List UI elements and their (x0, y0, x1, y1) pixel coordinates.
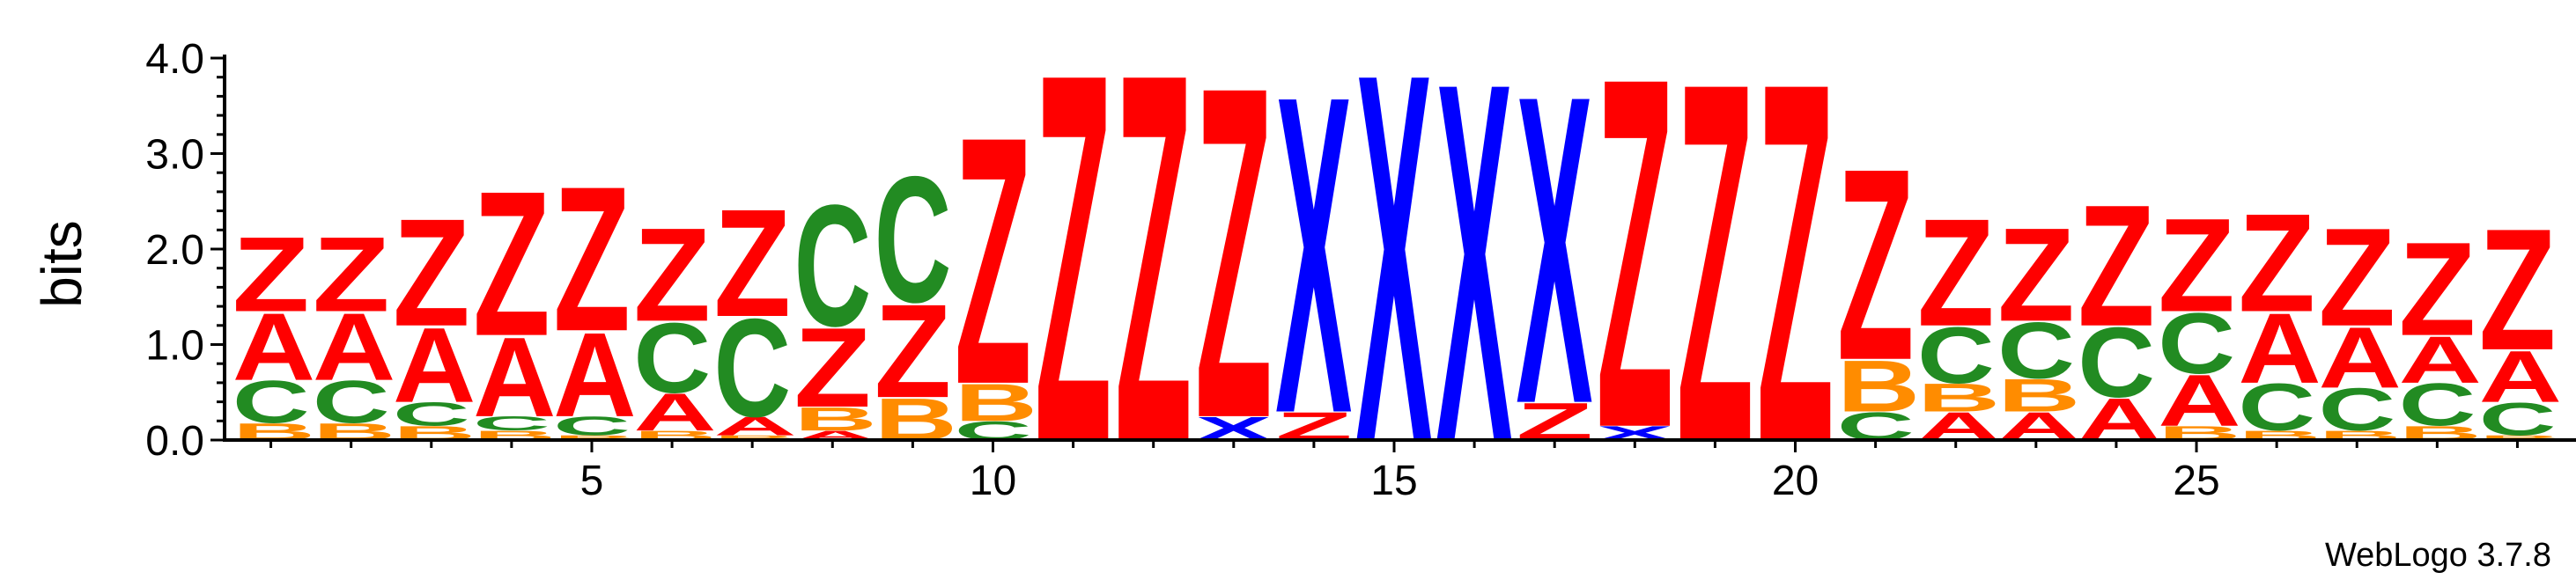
logo-letter-z-pos-22: Z (1917, 187, 1995, 358)
logo-letter-z-pos-20: Z (1757, 0, 1834, 550)
logo-letter-a-pos-25: A (2158, 360, 2240, 442)
y-tick-label: 2.0 (145, 227, 204, 274)
logo-letter-z-pos-21: Z (1837, 113, 1915, 418)
logo-letter-a-pos-6: A (633, 382, 716, 442)
logo-letter-z-pos-18: Z (1597, 0, 1674, 532)
logo-letter-z-pos-4: Z (473, 149, 550, 379)
logo-letter-b-pos-29: B (2479, 434, 2562, 442)
logo-letter-z-pos-2: Z (313, 216, 390, 334)
logo-letter-a-pos-7: A (713, 411, 796, 441)
logo-letter-c-pos-24: C (2078, 307, 2155, 419)
logo-letter-b-pos-9: B (875, 386, 957, 453)
logo-letter-a-pos-28: A (2399, 322, 2482, 397)
logo-letter-a-pos-27: A (2319, 309, 2402, 407)
logo-letter-a-pos-5: A (553, 308, 636, 442)
y-tick-label: 3.0 (145, 132, 204, 179)
y-tick-label: 4.0 (145, 36, 204, 83)
x-tick-label: 15 (1370, 458, 1417, 504)
logo-letter-a-pos-26: A (2238, 292, 2321, 404)
logo-letter-x-pos-15: X (1355, 0, 1433, 552)
y-tick-label: 0.0 (145, 418, 204, 465)
logo-letter-x-pos-16: X (1436, 0, 1513, 549)
logo-letter-a-pos-24: A (2078, 386, 2160, 453)
logo-letter-c-pos-29: C (2479, 393, 2557, 444)
logo-letter-z-pos-26: Z (2238, 186, 2315, 342)
x-tick-label: 5 (580, 458, 604, 504)
logo-letter-x-pos-14: X (1275, 1, 1353, 508)
logo-letter-z-pos-24: Z (2078, 168, 2155, 363)
logo-letter-z-pos-3: Z (393, 187, 470, 358)
logo-letter-z-pos-1: Z (233, 216, 310, 334)
logo-letter-z-pos-9: Z (875, 277, 952, 427)
logo-letter-c-pos-7: C (713, 290, 791, 446)
logo-letter-b-pos-5: B (553, 434, 636, 442)
logo-letter-z-pos-5: Z (553, 144, 631, 375)
x-tick-label: 25 (2173, 458, 2219, 504)
logo-letter-c-pos-4: C (473, 413, 550, 435)
logo-letter-c-pos-9: C (875, 139, 952, 341)
logo-letter-c-pos-26: C (2238, 371, 2315, 445)
logo-letter-z-pos-8: Z (794, 305, 872, 431)
logo-letter-b-pos-7: B (713, 434, 796, 442)
logo-letter-c-pos-1: C (233, 369, 310, 436)
logo-letter-a-pos-4: A (473, 315, 556, 441)
logo-letter-z-pos-19: Z (1677, 0, 1754, 550)
logo-letter-z-pos-27: Z (2319, 200, 2396, 356)
logo-letter-z-pos-11: Z (1035, 0, 1112, 553)
logo-letter-b-pos-8: B (794, 400, 877, 437)
logo-letter-b-pos-21: B (1837, 346, 1920, 428)
logo-letter-c-pos-8: C (794, 169, 872, 363)
logo-letter-z-pos-23: Z (1997, 201, 2075, 350)
logo-letter-c-pos-2: C (313, 369, 390, 436)
logo-letter-c-pos-28: C (2399, 371, 2476, 438)
logo-letter-a-pos-2: A (313, 294, 395, 401)
logo-letter-z-pos-6: Z (633, 201, 711, 350)
logo-letter-c-pos-23: C (1997, 305, 2075, 395)
chart-axes: 0.0 1.0 2.0 3.0 4.0 5 10 15 20 25 (145, 36, 2576, 504)
y-tick-label: 1.0 (145, 323, 204, 370)
logo-letter-c-pos-22: C (1917, 311, 1995, 400)
logo-letter-a-pos-1: A (233, 294, 315, 401)
logo-letter-z-pos-7: Z (713, 178, 791, 349)
logo-letter-z-pos-29: Z (2479, 193, 2557, 387)
logo-letter-c-pos-25: C (2158, 296, 2235, 393)
logo-letter-z-pos-13: Z (1195, 0, 1273, 517)
logo-letter-z-pos-10: Z (955, 62, 1032, 458)
logo-letter-c-pos-6: C (633, 302, 711, 414)
logo-letter-b-pos-22: B (1917, 376, 2000, 421)
logo-letter-c-pos-5: C (553, 411, 631, 441)
x-tick-label: 20 (1772, 458, 1819, 504)
weblogo-credit: WebLogo 3.7.8 (2324, 537, 2551, 574)
logo-letter-x-pos-17: X (1516, 4, 1593, 495)
logo-letter-b-pos-23: B (1997, 370, 2080, 422)
logo-letter-a-pos-29: A (2479, 336, 2562, 418)
logo-letter-c-pos-3: C (393, 396, 470, 433)
logo-letter-z-pos-25: Z (2158, 191, 2235, 341)
logo-letter-z-pos-12: Z (1115, 0, 1192, 553)
logo-letter-c-pos-27: C (2319, 377, 2396, 444)
logo-letter-a-pos-3: A (393, 305, 476, 425)
logo-letter-z-pos-28: Z (2399, 215, 2476, 364)
y-axis-label: bits (30, 220, 93, 308)
x-tick-label: 10 (970, 458, 1016, 504)
logo-letter-b-pos-10: B (955, 373, 1037, 433)
